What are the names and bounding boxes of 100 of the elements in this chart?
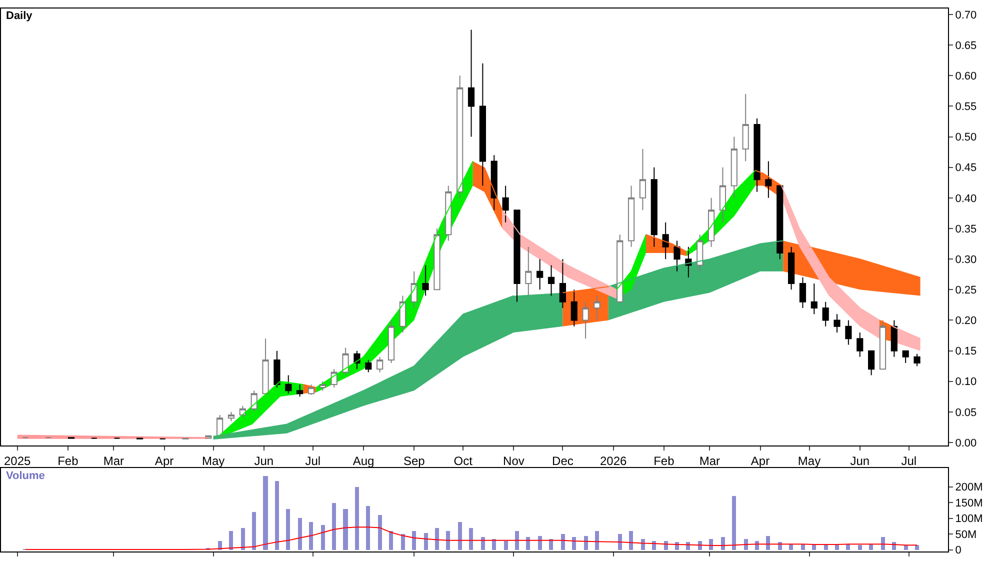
bar xyxy=(229,530,233,550)
bar xyxy=(744,538,748,550)
bar xyxy=(504,540,508,550)
x-tick-label: Aug xyxy=(352,454,374,468)
x-tick-label: Oct xyxy=(454,454,474,468)
y-tick-label: 0.60 xyxy=(955,70,977,82)
x-tick-label: Jun xyxy=(850,454,870,468)
x-tick-label: Jul xyxy=(901,454,917,468)
candlestick xyxy=(799,276,806,309)
bar xyxy=(709,538,713,550)
candlestick xyxy=(754,118,760,192)
bar xyxy=(915,544,919,550)
candlestick xyxy=(879,320,886,370)
candlestick xyxy=(216,414,224,436)
candlestick xyxy=(410,270,418,309)
x-tick-label: Nov xyxy=(503,454,524,468)
bar xyxy=(446,530,450,550)
x-tick-label: May xyxy=(202,454,225,468)
bar xyxy=(584,536,588,550)
y-tick-label: 50M xyxy=(955,528,977,541)
bar xyxy=(881,536,885,550)
bar xyxy=(366,506,370,550)
candlestick xyxy=(628,185,635,248)
candlestick xyxy=(445,185,452,242)
candlestick xyxy=(296,384,304,398)
y-tick-label: 0.10 xyxy=(955,376,977,388)
bar xyxy=(595,530,599,550)
y-tick-label: 0.40 xyxy=(955,192,977,205)
candlestick xyxy=(330,368,338,388)
bar xyxy=(641,538,645,550)
candlestick xyxy=(388,320,395,364)
bar xyxy=(572,536,576,550)
x-tick-label: May xyxy=(798,454,821,468)
candlestick xyxy=(228,411,235,422)
chart-title: Volume xyxy=(6,470,45,482)
candlestick xyxy=(250,390,258,412)
y-tick-label: 0.55 xyxy=(955,101,977,114)
bar xyxy=(629,530,633,550)
x-tick-label: Feb xyxy=(654,454,675,468)
y-tick-label: 0.70 xyxy=(955,9,977,22)
bar xyxy=(401,534,405,550)
candlestick xyxy=(274,350,280,388)
y-tick-label: 0.50 xyxy=(955,132,977,144)
bar xyxy=(732,496,736,550)
y-tick-label: 0.00 xyxy=(955,437,977,450)
bar xyxy=(869,544,873,550)
candlestick xyxy=(685,246,692,278)
candlestick xyxy=(822,301,829,327)
x-tick-label: Jul xyxy=(305,454,321,468)
bar xyxy=(332,502,336,550)
bar xyxy=(801,544,805,550)
x-tick-label: Apr xyxy=(154,454,174,468)
bar xyxy=(766,536,770,550)
candlestick xyxy=(399,295,406,333)
candlestick xyxy=(354,350,360,370)
bar xyxy=(389,530,393,550)
candlestick xyxy=(765,160,772,198)
bar xyxy=(241,528,245,550)
bar xyxy=(252,512,256,550)
y-tick-label: 150M xyxy=(955,497,983,510)
candlestick xyxy=(719,166,726,223)
bar xyxy=(492,538,496,550)
candlestick xyxy=(696,234,704,272)
bar xyxy=(424,532,428,550)
candlestick xyxy=(262,338,269,394)
candlestick xyxy=(868,350,875,376)
candlestick xyxy=(662,222,669,260)
bar xyxy=(858,544,862,550)
bar xyxy=(275,480,279,550)
candlestick xyxy=(536,258,544,290)
x-tick-label: Feb xyxy=(58,454,79,468)
candlestick xyxy=(514,210,520,302)
candlestick xyxy=(788,246,795,290)
y-tick-label: 0.45 xyxy=(955,162,977,174)
bar xyxy=(412,530,416,550)
bar xyxy=(469,528,473,550)
x-tick-label: Apr xyxy=(750,454,770,468)
y-tick-label: 0.25 xyxy=(955,284,977,297)
x-tick-label: Mar xyxy=(103,454,124,468)
y-tick-label: 0.05 xyxy=(955,406,977,419)
candlestick xyxy=(856,332,864,358)
candlestick xyxy=(594,295,600,321)
bar xyxy=(298,518,302,550)
x-tick-label: Mar xyxy=(699,454,720,468)
bar xyxy=(721,536,725,550)
candlestick xyxy=(742,93,749,162)
y-tick-label: 0.65 xyxy=(955,40,977,52)
bar xyxy=(355,486,359,550)
bar xyxy=(458,522,462,550)
x-tick-label: Dec xyxy=(552,454,574,468)
bar xyxy=(835,544,839,550)
bar xyxy=(846,544,850,550)
candlestick xyxy=(902,350,909,364)
candlestick xyxy=(708,197,715,248)
bar xyxy=(549,538,553,550)
candlestick xyxy=(559,258,566,309)
chart-title: Daily xyxy=(6,10,34,22)
candlestick xyxy=(845,320,852,346)
candlestick xyxy=(616,234,624,302)
y-tick-label: 200M xyxy=(955,482,983,494)
